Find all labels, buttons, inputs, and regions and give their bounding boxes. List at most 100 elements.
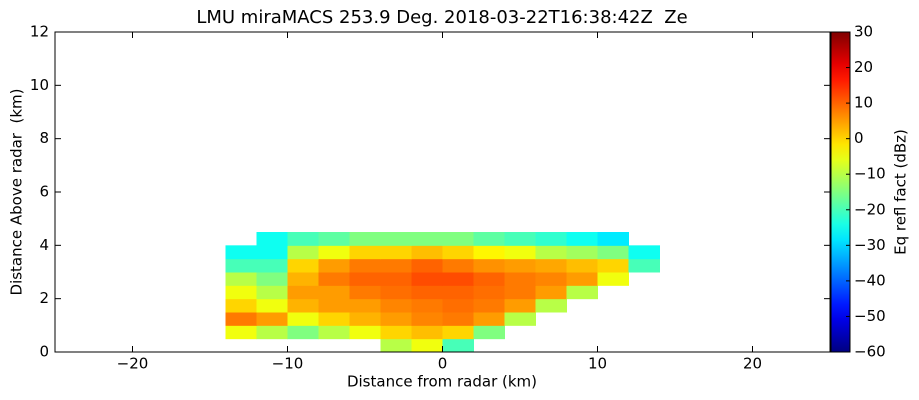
x-tick-label: 20 [743, 355, 762, 373]
heat-cell [442, 312, 474, 326]
heat-cell [318, 245, 350, 260]
heat-cell [349, 298, 381, 313]
heat-cell [256, 258, 288, 273]
y-tick-label: 4 [39, 236, 49, 254]
heat-cell [535, 298, 567, 313]
heat-cell [318, 325, 350, 340]
heat-cell [473, 325, 505, 340]
heat-cell [411, 325, 443, 340]
colorbar-tick-label: −10 [854, 165, 886, 183]
heat-cell [535, 245, 567, 260]
x-tick-label: 10 [588, 355, 607, 373]
colorbar-label: Eq refl fact (dBz) [892, 129, 910, 255]
heat-cell [256, 325, 288, 340]
heat-cell [349, 272, 381, 286]
colorbar-tick-label: −50 [854, 307, 886, 325]
heat-cell [473, 258, 505, 273]
heat-cell [504, 245, 536, 260]
x-tick-label: −10 [272, 355, 304, 373]
heat-cell [287, 325, 319, 340]
y-tick-label: 8 [39, 129, 49, 147]
heat-cell [287, 272, 319, 286]
heat-cell [504, 272, 536, 286]
heat-cell [597, 232, 629, 246]
colorbar-tick-label: −40 [854, 271, 886, 289]
heat-cell [380, 298, 412, 313]
heat-cell [287, 232, 319, 246]
heat-cell [535, 232, 567, 246]
heat-cell [473, 285, 505, 300]
y-axis-label: Distance Above radar (km) [8, 89, 26, 296]
heat-cell [473, 232, 505, 246]
heat-cell [318, 298, 350, 313]
heat-cell [442, 232, 474, 246]
heat-cell [411, 298, 443, 313]
colorbar-tick-label: 30 [854, 23, 873, 41]
heat-cell [411, 272, 443, 286]
heat-cell [349, 258, 381, 273]
heat-cell [256, 245, 288, 260]
heat-cell [442, 272, 474, 286]
heat-cell [504, 258, 536, 273]
chart-title: LMU miraMACS 253.9 Deg. 2018-03-22T16:38… [196, 7, 687, 28]
heat-cell [380, 285, 412, 300]
heat-cell [380, 232, 412, 246]
heat-cell [225, 285, 257, 300]
heat-cell [349, 285, 381, 300]
heat-cell [225, 272, 257, 286]
heat-cell [318, 258, 350, 273]
x-axis-label: Distance from radar (km) [347, 373, 537, 391]
heat-cell [566, 258, 598, 273]
heat-cell [535, 272, 567, 286]
heat-cell [442, 258, 474, 273]
heat-cell [597, 272, 629, 286]
heat-cell [628, 258, 660, 273]
heat-cell [566, 232, 598, 246]
heat-cell [380, 312, 412, 326]
heat-cell [411, 232, 443, 246]
heat-cell [287, 285, 319, 300]
heat-cell [442, 325, 474, 340]
heat-cell [535, 258, 567, 273]
heat-cell [287, 258, 319, 273]
heat-cell [411, 338, 443, 353]
heat-cell [256, 272, 288, 286]
heat-cell [473, 312, 505, 326]
heat-cell [380, 245, 412, 260]
heat-cell [225, 258, 257, 273]
colorbar-tick-label: 20 [854, 58, 873, 76]
y-tick-label: 6 [39, 183, 49, 201]
heat-cell [380, 258, 412, 273]
colorbar-tick-label: 0 [854, 129, 864, 147]
heat-cell [225, 312, 257, 326]
heat-cell [225, 245, 257, 260]
heat-cell [411, 312, 443, 326]
heat-cell [566, 245, 598, 260]
colorbar-tick-label: −60 [854, 343, 886, 361]
heat-cell [442, 298, 474, 313]
heat-cell [287, 312, 319, 326]
colorbar-tick-label: −20 [854, 200, 886, 218]
heat-cell [256, 298, 288, 313]
x-tick-label: 0 [438, 355, 448, 373]
heat-cell [225, 298, 257, 313]
heat-cell [256, 232, 288, 246]
heat-cell [256, 285, 288, 300]
heat-cell [287, 245, 319, 260]
heat-cell [473, 298, 505, 313]
y-tick-label: 12 [30, 23, 49, 41]
heat-cell [318, 272, 350, 286]
heat-cell [442, 285, 474, 300]
colorbar [830, 31, 851, 353]
heat-cell [442, 338, 474, 353]
heat-cell [318, 232, 350, 246]
heat-cell [535, 285, 567, 300]
heat-cell [566, 285, 598, 300]
heat-cell [504, 312, 536, 326]
y-tick-label: 2 [39, 289, 49, 307]
heat-cell [349, 325, 381, 340]
x-tick-label: −20 [117, 355, 149, 373]
y-tick-label: 0 [39, 343, 49, 361]
heat-cell [411, 285, 443, 300]
